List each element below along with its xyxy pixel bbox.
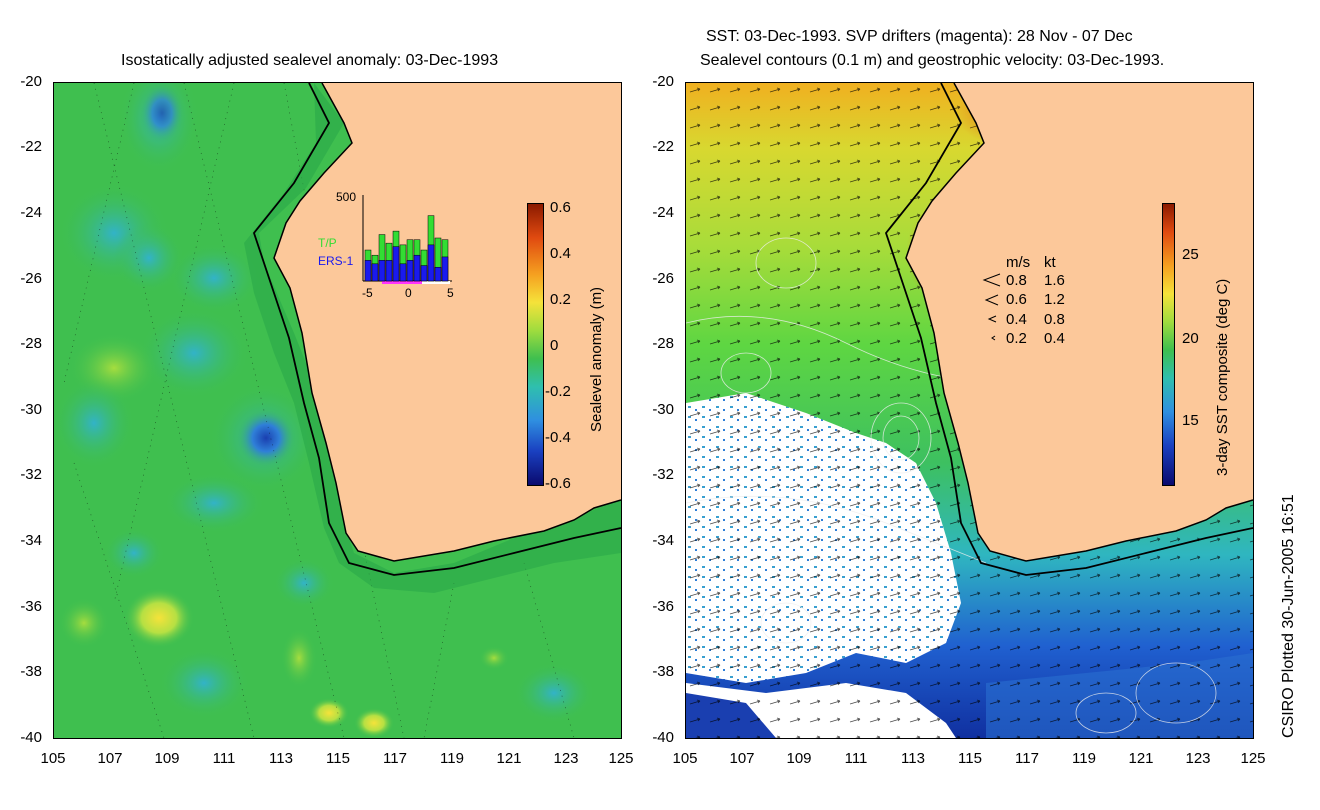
- plot-footer: CSIRO Plotted 30-Jun-2005 16:51: [1280, 494, 1297, 738]
- velocity-legend-kt: 0.8: [1044, 311, 1065, 328]
- sealevel-colorbar: [527, 203, 544, 486]
- inset-x-tick: 0: [405, 286, 412, 300]
- right-panel-title-line1: SST: 03-Dec-1993. SVP drifters (magenta)…: [706, 28, 1133, 45]
- y-tick: -34: [652, 532, 674, 549]
- y-tick: -38: [652, 663, 674, 680]
- velocity-legend-ms: 0.6: [1006, 291, 1027, 308]
- x-tick: 117: [383, 750, 407, 767]
- inset-bar-ers: [378, 260, 386, 282]
- left-panel-title: Isostatically adjusted sealevel anomaly:…: [121, 52, 499, 69]
- y-tick: -34: [20, 532, 42, 549]
- y-tick: -28: [20, 335, 42, 352]
- colorbar-tick: 0.6: [550, 199, 571, 216]
- inset-x-tick: 5: [447, 286, 454, 300]
- x-tick: 113: [901, 750, 925, 767]
- colorbar-tick: -0.6: [545, 475, 571, 492]
- y-tick: -22: [652, 138, 674, 155]
- colorbar-tick: 20: [1182, 330, 1199, 347]
- x-tick: 115: [958, 750, 982, 767]
- sst-colorbar-label: 3-day SST composite (deg C): [1214, 278, 1231, 476]
- y-tick: -22: [20, 138, 42, 155]
- inset-bar-chart: [362, 195, 452, 284]
- y-tick: -26: [652, 270, 674, 287]
- x-tick: 105: [40, 750, 66, 767]
- x-tick: 123: [553, 750, 579, 767]
- inset-bar-ers: [371, 263, 379, 282]
- x-tick: 123: [1185, 750, 1211, 767]
- velocity-legend-ms: 0.8: [1006, 272, 1027, 289]
- y-tick: -26: [20, 270, 42, 287]
- colorbar-tick: -0.4: [545, 429, 571, 446]
- x-tick: 111: [844, 750, 868, 767]
- inset-bar-ers: [441, 256, 449, 282]
- inset-bar-ers: [406, 260, 414, 282]
- inset-bar-ers: [385, 260, 393, 282]
- y-tick: -36: [652, 598, 674, 615]
- velocity-legend-arrows: [982, 273, 1001, 341]
- x-tick: 125: [1240, 750, 1266, 767]
- colorbar-tick: -0.2: [545, 383, 571, 400]
- inset-bar-ers: [420, 265, 428, 282]
- x-tick: 107: [97, 750, 123, 767]
- inset-y-label: 500: [336, 190, 357, 204]
- right-panel-title-line2: Sealevel contours (0.1 m) and geostrophi…: [700, 52, 1165, 69]
- inset-bar-ers: [364, 260, 372, 282]
- x-tick: 107: [729, 750, 755, 767]
- x-tick: 111: [212, 750, 236, 767]
- sst-colorbar: [1162, 203, 1175, 486]
- x-tick: 121: [496, 750, 522, 767]
- velocity-legend-kt: 1.2: [1044, 291, 1065, 308]
- colorbar-tick: 0: [550, 337, 559, 354]
- velocity-legend-header-kt: kt: [1044, 254, 1056, 271]
- x-tick: 121: [1128, 750, 1154, 767]
- x-tick: 119: [1072, 750, 1096, 767]
- x-tick: 109: [786, 750, 812, 767]
- y-tick: -40: [652, 729, 674, 746]
- x-tick: 105: [672, 750, 698, 767]
- y-tick: -20: [20, 73, 42, 90]
- inset-bar-ers: [413, 254, 421, 282]
- inset-bar-ers: [392, 246, 400, 282]
- y-tick: -30: [20, 401, 42, 418]
- x-tick: 109: [154, 750, 180, 767]
- sealevel-map: [53, 82, 622, 739]
- inset-bar-ers: [434, 266, 442, 282]
- colorbar-tick: 25: [1182, 246, 1199, 263]
- y-tick: -32: [20, 466, 42, 483]
- velocity-legend-kt: 0.4: [1044, 330, 1065, 347]
- x-tick: 113: [269, 750, 293, 767]
- x-tick: 115: [326, 750, 350, 767]
- inset-legend-ers: ERS-1: [318, 254, 354, 268]
- colorbar-tick: 0.2: [550, 291, 571, 308]
- velocity-legend-header-ms: m/s: [1006, 254, 1031, 271]
- velocity-legend-kt: 1.6: [1044, 272, 1065, 289]
- inset-legend-tp: T/P: [318, 236, 337, 250]
- colorbar-tick: 15: [1182, 412, 1199, 429]
- inset-bar-ers: [427, 244, 435, 282]
- sst-map: [685, 82, 1254, 739]
- y-tick: -38: [20, 663, 42, 680]
- y-tick: -20: [652, 73, 674, 90]
- sealevel-colorbar-label: Sealevel anomaly (m): [588, 286, 605, 432]
- colorbar-tick: 0.4: [550, 245, 571, 262]
- y-tick: -32: [652, 466, 674, 483]
- inset-bar-ers: [399, 263, 407, 282]
- y-tick: -28: [652, 335, 674, 352]
- x-tick: 119: [440, 750, 464, 767]
- x-tick: 125: [608, 750, 634, 767]
- y-tick: -24: [652, 204, 674, 221]
- inset-x-tick: -5: [362, 286, 373, 300]
- velocity-legend-ms: 0.4: [1006, 311, 1027, 328]
- velocity-legend-ms: 0.2: [1006, 330, 1027, 347]
- y-tick: -40: [20, 729, 42, 746]
- y-tick: -30: [652, 401, 674, 418]
- y-tick: -24: [20, 204, 42, 221]
- x-tick: 117: [1015, 750, 1039, 767]
- y-tick: -36: [20, 598, 42, 615]
